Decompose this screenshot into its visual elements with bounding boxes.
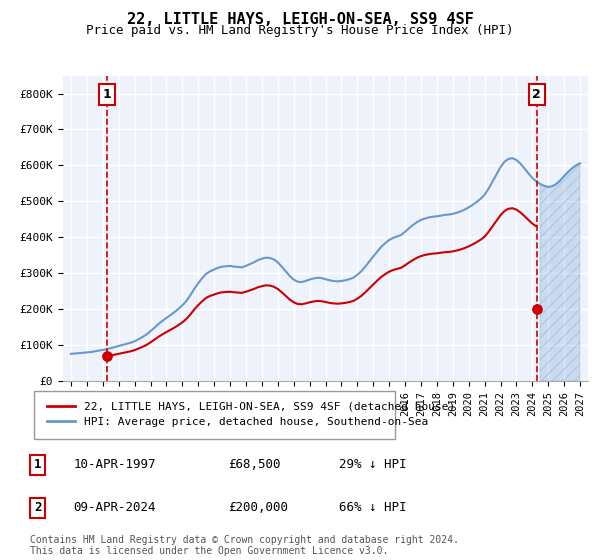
Point [103, 352, 112, 361]
Text: 66% ↓ HPI: 66% ↓ HPI [338, 501, 406, 515]
FancyBboxPatch shape [34, 391, 395, 438]
Text: 29% ↓ HPI: 29% ↓ HPI [338, 458, 406, 472]
Text: 2: 2 [532, 88, 541, 101]
Text: 22, LITTLE HAYS, LEIGH-ON-SEA, SS9 4SF: 22, LITTLE HAYS, LEIGH-ON-SEA, SS9 4SF [127, 12, 473, 27]
Text: 09-APR-2024: 09-APR-2024 [74, 501, 156, 515]
Text: £68,500: £68,500 [228, 458, 281, 472]
Text: 1: 1 [34, 458, 41, 472]
Legend: 22, LITTLE HAYS, LEIGH-ON-SEA, SS9 4SF (detached house), HPI: Average price, det: 22, LITTLE HAYS, LEIGH-ON-SEA, SS9 4SF (… [43, 397, 460, 432]
Text: 2: 2 [34, 501, 41, 515]
Text: £200,000: £200,000 [228, 501, 288, 515]
Point [532, 305, 542, 314]
Text: 1: 1 [103, 88, 112, 101]
Text: 10-APR-1997: 10-APR-1997 [74, 458, 156, 472]
Text: Contains HM Land Registry data © Crown copyright and database right 2024.
This d: Contains HM Land Registry data © Crown c… [30, 535, 459, 557]
Text: Price paid vs. HM Land Registry's House Price Index (HPI): Price paid vs. HM Land Registry's House … [86, 24, 514, 37]
